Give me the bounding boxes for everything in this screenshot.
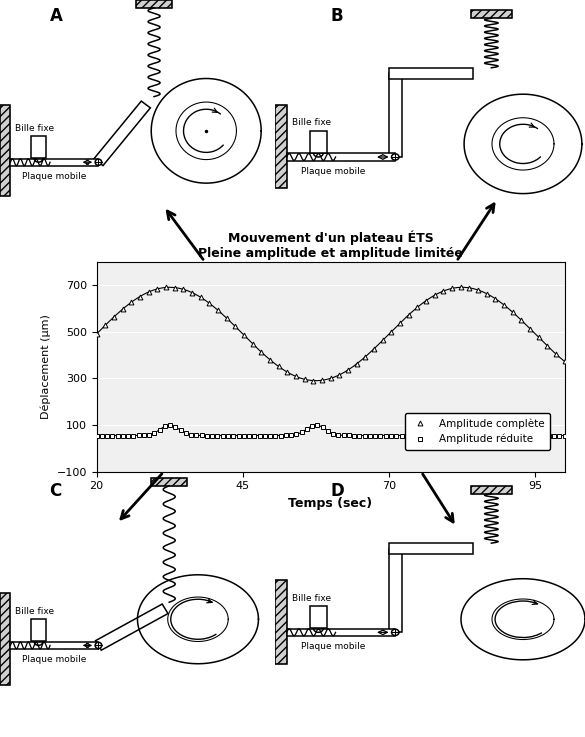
X-axis label: Temps (sec): Temps (sec)	[288, 497, 373, 510]
Polygon shape	[389, 73, 402, 157]
Text: Bille fixe: Bille fixe	[292, 119, 331, 128]
Amplitude réduite	[93, 431, 100, 440]
Text: Bille fixe: Bille fixe	[15, 124, 54, 133]
Bar	[310, 130, 327, 153]
Text: Plaque mobile: Plaque mobile	[22, 172, 87, 181]
Polygon shape	[389, 68, 473, 79]
Y-axis label: Déplacement (μm): Déplacement (μm)	[40, 314, 51, 419]
Line: Amplitude complète: Amplitude complète	[94, 285, 567, 383]
Amplitude réduite	[240, 431, 247, 440]
Amplitude réduite	[167, 421, 174, 430]
Circle shape	[391, 629, 399, 635]
Bar	[11, 158, 98, 166]
Text: D: D	[331, 482, 345, 500]
Text: C: C	[50, 482, 62, 500]
Bar	[471, 486, 511, 494]
Bar	[136, 0, 172, 8]
Bar	[287, 629, 395, 636]
Bar	[310, 606, 327, 628]
Bar	[31, 619, 46, 641]
Bar	[152, 478, 187, 486]
Amplitude complète	[180, 284, 187, 293]
Amplitude réduite	[498, 431, 505, 440]
Bar	[0, 593, 11, 685]
Text: Bille fixe: Bille fixe	[15, 607, 54, 616]
Circle shape	[95, 159, 102, 165]
Bar	[275, 580, 287, 664]
Circle shape	[391, 154, 399, 160]
Amplitude complète	[526, 324, 534, 333]
Amplitude complète	[309, 376, 316, 385]
Bar	[152, 478, 187, 486]
Amplitude complète	[93, 329, 100, 338]
Amplitude réduite	[487, 431, 494, 440]
Line: Amplitude réduite: Amplitude réduite	[94, 422, 567, 438]
Amplitude réduite	[561, 431, 568, 440]
Bar	[471, 10, 511, 18]
Text: Bille fixe: Bille fixe	[292, 594, 331, 603]
Circle shape	[95, 642, 102, 649]
Amplitude réduite	[545, 431, 552, 440]
Bar	[136, 0, 172, 8]
Bar	[275, 580, 287, 664]
Text: Plaque mobile: Plaque mobile	[301, 167, 366, 176]
Bar	[0, 593, 11, 685]
Amplitude complète	[145, 287, 152, 296]
Amplitude complète	[206, 298, 213, 307]
Amplitude complète	[561, 357, 568, 366]
Text: Plaque mobile: Plaque mobile	[301, 643, 366, 652]
Bar	[11, 642, 98, 649]
Title: Mouvement d'un plateau ÉTS
Pleine amplitude et amplitude limitée: Mouvement d'un plateau ÉTS Pleine amplit…	[198, 231, 463, 260]
Text: Plaque mobile: Plaque mobile	[22, 655, 87, 665]
Bar	[471, 10, 511, 18]
Amplitude complète	[266, 355, 273, 364]
Bar	[471, 486, 511, 494]
Bar	[0, 105, 11, 196]
Amplitude complète	[457, 283, 464, 292]
Amplitude réduite	[156, 425, 163, 434]
Legend: Amplitude complète, Amplitude réduite: Amplitude complète, Amplitude réduite	[405, 413, 550, 450]
Polygon shape	[94, 101, 150, 166]
Polygon shape	[95, 604, 168, 650]
Text: B: B	[331, 7, 343, 25]
Polygon shape	[389, 548, 402, 632]
Polygon shape	[389, 543, 473, 554]
Bar	[275, 105, 287, 189]
Amplitude complète	[552, 349, 559, 358]
Bar	[31, 136, 46, 158]
Bar	[0, 105, 11, 196]
Bar	[275, 105, 287, 189]
Amplitude réduite	[424, 431, 431, 440]
Text: A: A	[50, 7, 63, 25]
Bar	[287, 153, 395, 161]
